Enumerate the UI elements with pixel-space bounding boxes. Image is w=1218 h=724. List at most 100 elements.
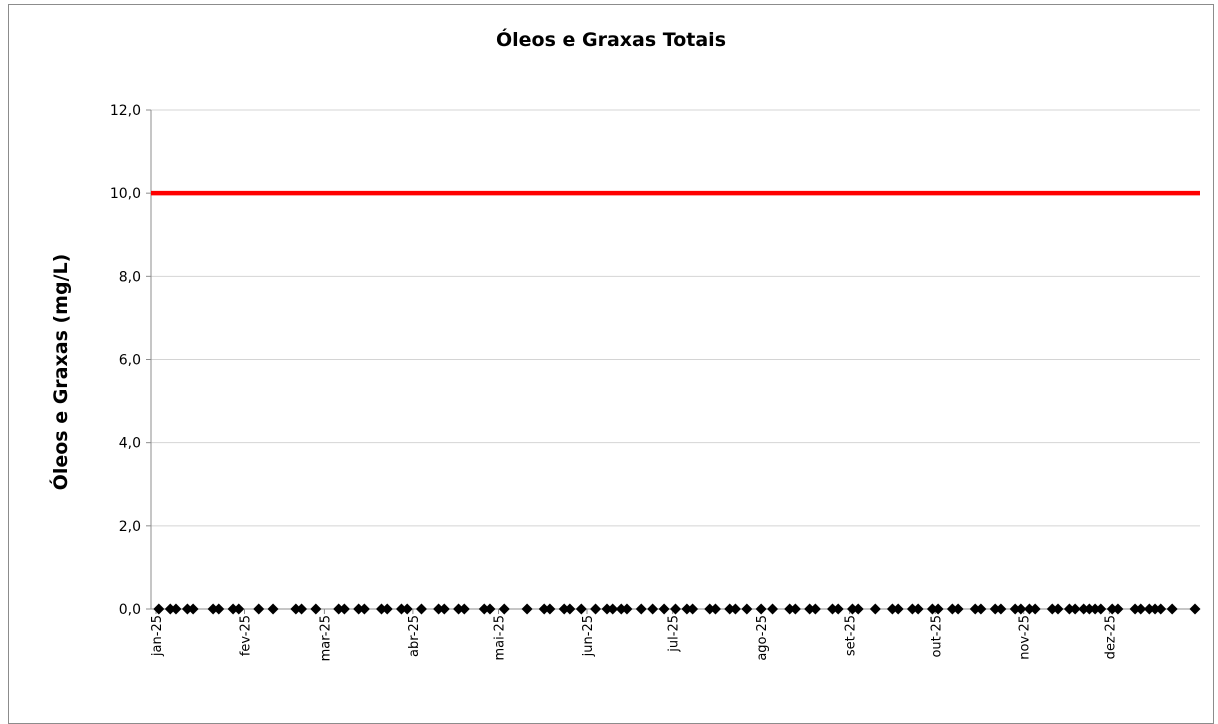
axes [146,109,1200,614]
y-tick-label: 4,0 [119,436,141,452]
data-point [1106,603,1118,615]
data-point [704,603,716,615]
data-point [647,603,659,615]
data-point [1143,603,1155,615]
data-point [741,603,753,615]
data-point [1189,603,1201,615]
data-point [789,603,801,615]
series-markers [153,603,1201,615]
y-axis-label: Óleos e Graxas (mg/L) [48,254,72,491]
x-tick-label: ago-25 [755,615,770,661]
data-point [353,603,365,615]
x-tick-label: mar-25 [318,615,333,661]
x-tick-label: jun-25 [581,615,596,657]
data-point [681,603,693,615]
data-point [1046,603,1058,615]
data-point [333,603,345,615]
gridlines [151,109,1200,527]
data-point [227,603,239,615]
data-point [658,603,670,615]
data-point [590,603,602,615]
x-tick-labels: jan-25 fev-25 mar-25 abr-25 mai-25 jun-25 jul-… [150,615,1118,661]
data-point [1089,603,1101,615]
data-point [401,603,413,615]
data-point [1155,603,1167,615]
x-tick-label: jul-25 [667,615,682,653]
x-tick-label: out-25 [929,615,944,658]
x-tick-label: mai-25 [493,615,508,660]
data-point [1083,603,1095,615]
data-point [170,603,182,615]
data-point [826,603,838,615]
data-point [906,603,918,615]
data-point [310,603,322,615]
data-point [852,603,864,615]
x-tick-label: fev-25 [238,615,253,656]
data-point [484,603,496,615]
data-point [1015,603,1027,615]
series [151,190,1201,615]
data-point [164,603,176,615]
data-point [296,603,308,615]
data-point [601,603,613,615]
data-point [615,603,627,615]
data-point [1149,603,1161,615]
data-point [729,603,741,615]
data-point [946,603,958,615]
data-point [1009,603,1021,615]
data-point [453,603,465,615]
y-tick-label: 12,0 [110,103,141,119]
data-point [687,603,699,615]
data-point [1023,603,1035,615]
data-point [358,603,370,615]
data-point [784,603,796,615]
y-tick-label: 8,0 [119,269,141,285]
data-point [989,603,1001,615]
data-point [1078,603,1090,615]
data-point [521,603,533,615]
data-point [458,603,470,615]
data-point [338,603,350,615]
data-point [575,603,587,615]
data-point [912,603,924,615]
data-point [804,603,816,615]
data-point [381,603,393,615]
data-point [621,603,633,615]
data-point [153,603,165,615]
data-point [187,603,199,615]
data-point [832,603,844,615]
x-tick-label: set-25 [844,615,859,656]
data-point [1129,603,1141,615]
y-tick-label: 10,0 [110,186,141,202]
x-tick-label: nov-25 [1018,615,1033,660]
data-point [1063,603,1075,615]
data-point [395,603,407,615]
data-point [975,603,987,615]
y-tick-label: 0,0 [119,602,141,618]
x-tick-label: jan-25 [150,615,165,657]
data-point [995,603,1007,615]
data-point [564,603,576,615]
y-tick-label: 2,0 [119,519,141,535]
data-point [1052,603,1064,615]
data-point [1166,603,1178,615]
data-point [1112,603,1124,615]
data-point [213,603,225,615]
data-point [253,603,265,615]
data-point [932,603,944,615]
data-point [869,603,881,615]
data-point [767,603,779,615]
data-point [1029,603,1041,615]
data-point [1135,603,1147,615]
data-point [709,603,721,615]
data-point [635,603,647,615]
data-point [926,603,938,615]
chart-title: Óleos e Graxas Totais [496,27,726,51]
data-point [809,603,821,615]
data-point [1069,603,1081,615]
y-tick-label: 6,0 [119,353,141,369]
x-tick-label: abr-25 [407,615,422,657]
data-point [538,603,550,615]
data-point [233,603,245,615]
